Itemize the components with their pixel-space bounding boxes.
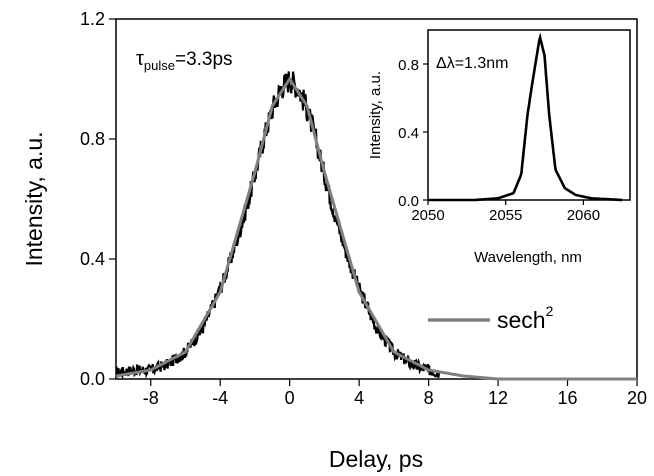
- inset-x-tick-label: 2055: [489, 207, 522, 224]
- legend-label-sup: 2: [546, 303, 554, 319]
- pulse-annotation-value: =3.3ps: [175, 49, 233, 70]
- y-axis-title: Intensity, a.u.: [21, 131, 47, 266]
- main-y-tick-label: 0.4: [80, 249, 105, 269]
- inset-x-axis-title: Wavelength, nm: [474, 249, 582, 266]
- legend-label-main: sech: [497, 307, 546, 333]
- pulse-annotation-sub: pulse: [144, 58, 175, 73]
- inset-annotation: Δλ=1.3nm: [436, 55, 509, 72]
- main-x-tick-label: 8: [424, 388, 434, 408]
- inset-series: [428, 32, 623, 202]
- inset-y-tick-label: 0.4: [398, 125, 419, 142]
- main-x-tick-label: 16: [558, 388, 578, 408]
- inset-y-tick-label: 0.0: [398, 193, 419, 210]
- main-y-tick-label: 0.0: [80, 369, 105, 389]
- main-plot-frame: [115, 18, 638, 380]
- inset-ticks: 2050 2055 2060 0.0 0.4 0.8: [398, 57, 600, 224]
- main-x-tick-label: 0: [285, 388, 295, 408]
- main-x-tick-label: 20: [627, 388, 647, 408]
- legend-label-sech2: sech2: [497, 303, 554, 333]
- inset-x-tick-label: 2060: [567, 207, 600, 224]
- main-y-tick-label: 0.8: [80, 129, 105, 149]
- inset-y-tick-label: 0.8: [398, 57, 419, 74]
- main-y-tick-label: 1.2: [80, 9, 105, 29]
- main-x-tick-label: -8: [143, 388, 159, 408]
- main-series: [115, 71, 637, 381]
- inset-spectrum-line: [428, 32, 623, 202]
- series-sech2-line: [115, 76, 637, 381]
- inset-plot-frame: [427, 29, 631, 201]
- main-x-tick-label: 12: [488, 388, 508, 408]
- inset-x-tick-label: 2050: [411, 207, 444, 224]
- pulse-annotation: τpulse=3.3ps: [136, 48, 233, 73]
- main-ticks: -8 -4 0 4 8 12 16 20 0.0 0.4 0.8 1.2: [80, 9, 647, 408]
- main-x-tick-label: 4: [354, 388, 364, 408]
- pulse-annotation-tau: τ: [136, 48, 144, 70]
- x-axis-title: Delay, ps: [329, 446, 423, 472]
- inset-y-axis-title: Intensity, a.u.: [367, 71, 384, 159]
- main-x-tick-label: -4: [212, 388, 228, 408]
- series-measured-line: [115, 71, 441, 380]
